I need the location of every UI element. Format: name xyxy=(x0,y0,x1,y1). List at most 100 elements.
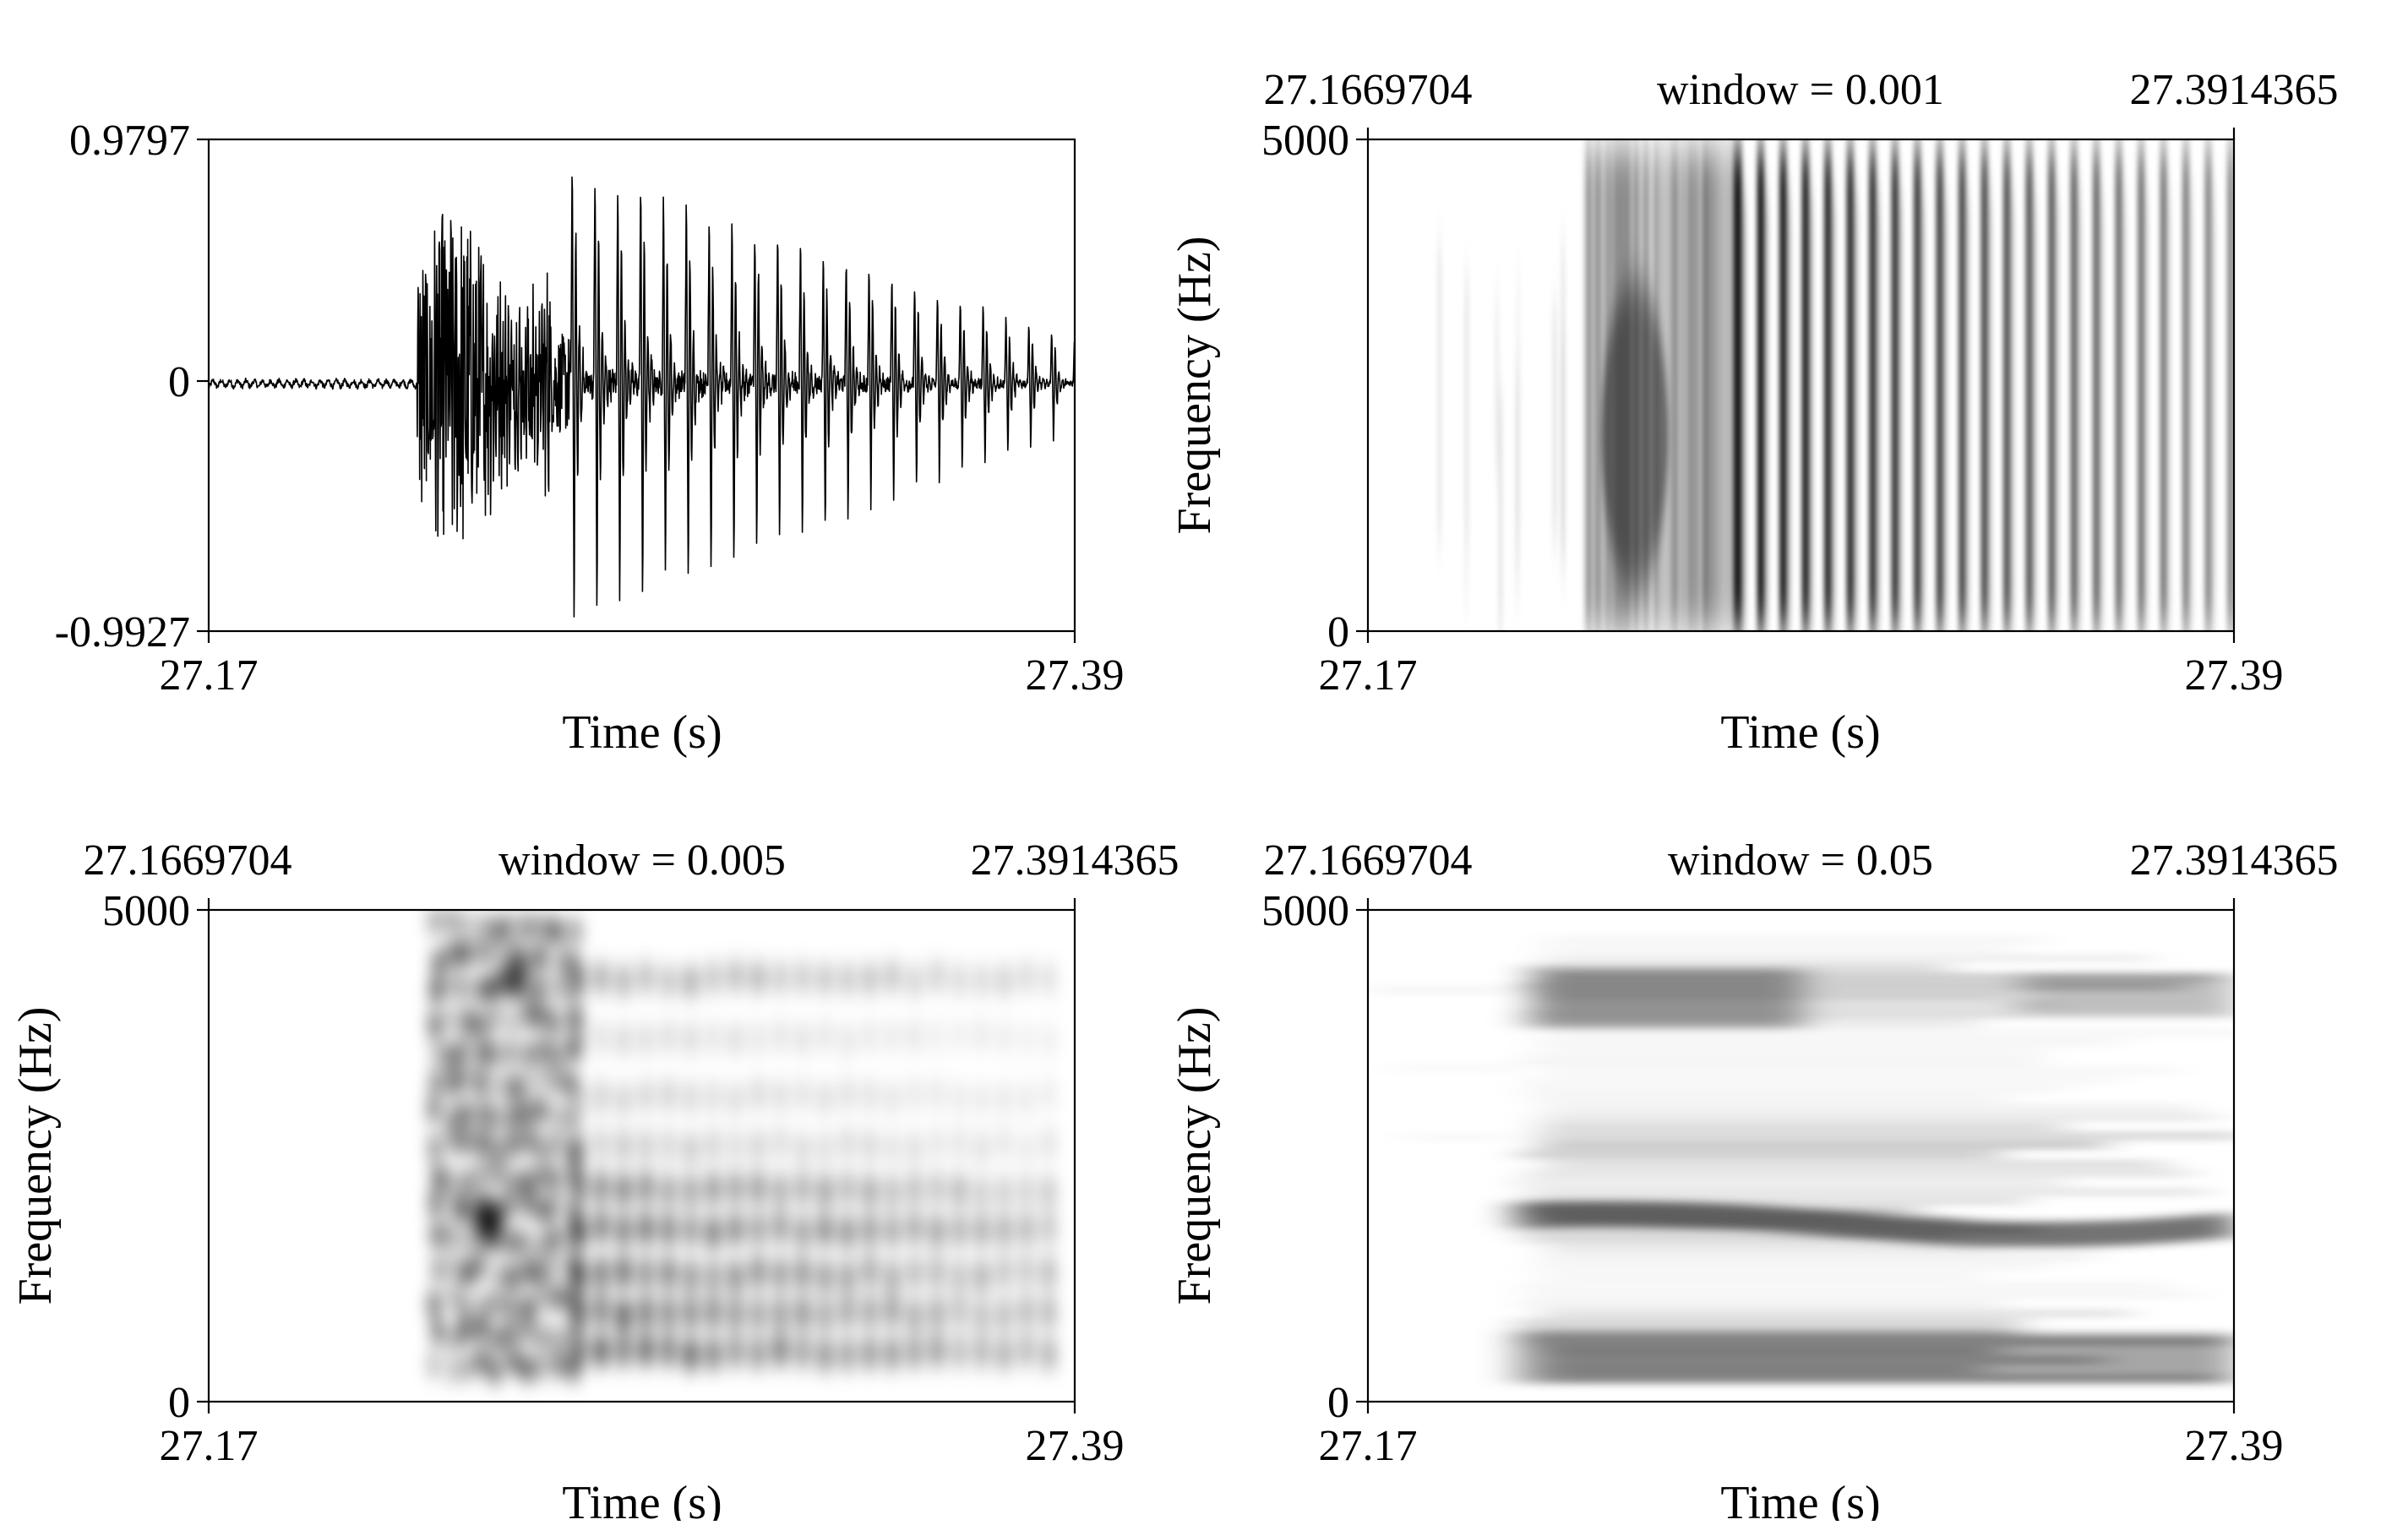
spectrogram-2-harmonic-blob xyxy=(973,1259,989,1294)
waveform-xtick-label-left: 27.17 xyxy=(160,651,259,700)
spectrogram-1-end-time: 27.3914365 xyxy=(2130,66,2339,114)
spectrogram-2-harmonic-blob xyxy=(929,1019,945,1054)
spectrogram-1-pulse-echo xyxy=(2190,190,2194,631)
spectrogram-2-burst-blob xyxy=(536,1234,550,1258)
spectrogram-3-harmonic-line xyxy=(1519,1330,2018,1334)
spectrogram-1-pulse-echo xyxy=(1944,190,1948,631)
spectrogram-2-burst-blob xyxy=(458,1295,472,1320)
spectrogram-2-harmonic-blob xyxy=(593,1170,609,1205)
spectrogram-panel-2: 27.1669704 window = 0.005 27.3914365 500… xyxy=(9,836,1179,1525)
spectrogram-2-burst-blob xyxy=(549,919,564,944)
spectrogram-2-harmonic-blob xyxy=(749,1021,765,1056)
spectrogram-2-burst-blob xyxy=(552,1352,566,1376)
spectrogram-2-harmonic-blob xyxy=(817,1337,833,1372)
spectrogram-3-high-band-right xyxy=(2021,973,2234,1012)
spectrogram-2-burst-blob xyxy=(549,1254,564,1278)
spectrogram-2-burst-blob xyxy=(568,919,582,944)
spectrogram-2-harmonic-blob xyxy=(862,1174,878,1208)
spectrogram-2-harmonic-blob xyxy=(772,1297,788,1332)
spectrogram-2-harmonic-blob xyxy=(929,1255,945,1289)
spectrogram-2-harmonic-blob xyxy=(884,959,900,994)
spectrogram-2-harmonic-blob xyxy=(794,1255,810,1290)
spectrogram-1-pulse-echo xyxy=(2145,190,2149,631)
spectrogram-1-onset-stripe xyxy=(1594,148,1597,631)
spectrogram-3-harmonic-line xyxy=(1545,956,2154,961)
spectrogram-2-harmonic-blob xyxy=(817,1259,833,1294)
spectrogram-1-pulse-echo xyxy=(2078,190,2083,631)
spectrogram-1-pulse-echo xyxy=(1855,190,1859,631)
spectrogram-1-streak xyxy=(1516,373,1519,592)
spectrogram-2-harmonic-blob xyxy=(749,960,765,994)
spectrogram-2-harmonic-blob xyxy=(907,1131,923,1166)
spectrogram-1-pulse xyxy=(1846,148,1855,631)
spectrogram-2-title: window = 0.005 xyxy=(498,836,786,885)
spectrogram-2-harmonic-blob xyxy=(660,1333,676,1368)
spectrogram-1-pulse xyxy=(2204,148,2213,631)
spectrogram-1-pulse-echo xyxy=(1921,190,1926,631)
spectrogram-2-burst-blob xyxy=(428,1136,442,1160)
spectrogram-2-burst-blob xyxy=(506,1349,520,1374)
spectrogram-3-harmonic-line xyxy=(1542,1255,2094,1260)
spectrogram-2-harmonic-blob xyxy=(772,1019,788,1054)
spectrogram-2-harmonic-blob xyxy=(1041,1077,1057,1112)
spectrogram-2-harmonic-blob xyxy=(727,1171,744,1206)
spectrogram-3-harmonic-line xyxy=(1540,947,2012,951)
spectrogram-2-burst-blob xyxy=(488,1107,503,1131)
spectrogram-3-harmonic-line xyxy=(1526,1190,2207,1194)
spectrogram-2-burst-blob xyxy=(488,1005,502,1030)
spectrogram-1-x-axis-title: Time (s) xyxy=(1720,706,1880,759)
spectrogram-2-burst-blob xyxy=(459,1103,473,1127)
spectrogram-2-harmonic-blob xyxy=(884,1337,900,1371)
spectrogram-1-pulse xyxy=(2115,148,2123,631)
spectrogram-2-burst-blob xyxy=(522,1191,537,1216)
spectrogram-3-xtick-label-right: 27.39 xyxy=(2185,1422,2284,1470)
spectrogram-2-harmonic-blob xyxy=(772,1078,788,1113)
spectrogram-2-burst-blob xyxy=(459,977,473,1001)
spectrogram-2-burst-blob xyxy=(476,1131,490,1156)
spectrogram-2-harmonic-blob xyxy=(615,1213,631,1248)
spectrogram-2-harmonic-blob xyxy=(772,1332,788,1367)
spectrogram-2-burst-blob xyxy=(446,1194,460,1218)
spectrogram-2-burst-blob xyxy=(488,975,502,999)
spectrogram-2-burst-blob xyxy=(520,1320,535,1344)
spectrogram-3-pre-onset-line xyxy=(1402,1136,1515,1139)
spectrogram-1-pulse-echo xyxy=(2236,190,2239,631)
spectrogram-2-harmonic-blob xyxy=(839,1215,855,1250)
spectrogram-2-harmonic-blob xyxy=(929,1127,945,1162)
spectrogram-2-burst-blob xyxy=(536,1137,550,1162)
spectrogram-3-start-time: 27.1669704 xyxy=(1264,836,1473,885)
spectrogram-2-harmonic-blob xyxy=(615,1333,631,1368)
spectrogram-2-harmonic-blob xyxy=(683,964,699,999)
spectrogram-2-harmonic-blob xyxy=(727,1260,744,1294)
spectrogram-3-harmonic-line xyxy=(1517,1059,2040,1063)
spectrogram-2-harmonic-blob xyxy=(772,1125,788,1160)
spectrogram-3-harmonic-line xyxy=(1541,1311,2131,1315)
spectrogram-2-harmonic-blob xyxy=(862,961,878,996)
spectrogram-1-streak xyxy=(1438,246,1441,539)
spectrogram-1-onset-stripe xyxy=(1671,148,1675,631)
spectrogram-2-burst-blob xyxy=(431,950,445,975)
spectrogram-2-harmonic-blob xyxy=(570,1081,586,1116)
spectrogram-2-burst-blob xyxy=(506,1132,520,1157)
spectrogram-2-harmonic-blob xyxy=(907,1172,923,1206)
spectrogram-2-burst-blob xyxy=(446,1359,460,1383)
spectrogram-2-burst-blob xyxy=(445,973,460,998)
spectrogram-1-pulse-echo xyxy=(2100,190,2105,631)
spectrogram-2-harmonic-blob xyxy=(929,1171,945,1206)
spectrogram-2-burst-blob xyxy=(477,1102,491,1126)
spectrogram-1-onset-stripe xyxy=(1685,148,1688,631)
spectrogram-2-burst-blob xyxy=(444,1008,459,1032)
spectrogram-2-harmonic-blob xyxy=(996,1021,1012,1055)
spectrogram-2-burst-blob xyxy=(460,1170,474,1195)
spectrogram-2-burst-blob xyxy=(445,1106,460,1130)
spectrogram-2-burst-blob xyxy=(537,1065,551,1090)
spectrogram-2-image xyxy=(427,910,1057,1383)
spectrogram-1-pulse-echo xyxy=(2011,190,2015,631)
spectrogram-2-burst-blob xyxy=(553,950,567,974)
spectrogram-2-harmonic-blob xyxy=(794,1296,810,1331)
spectrogram-2-harmonic-blob xyxy=(570,1259,586,1294)
spectrogram-2-harmonic-blob xyxy=(638,1332,654,1367)
spectrogram-1-xtick-label-left: 27.17 xyxy=(1319,651,1418,700)
spectrogram-2-harmonic-blob xyxy=(749,1336,765,1370)
spectrogram-2-burst-blob xyxy=(507,1076,521,1100)
